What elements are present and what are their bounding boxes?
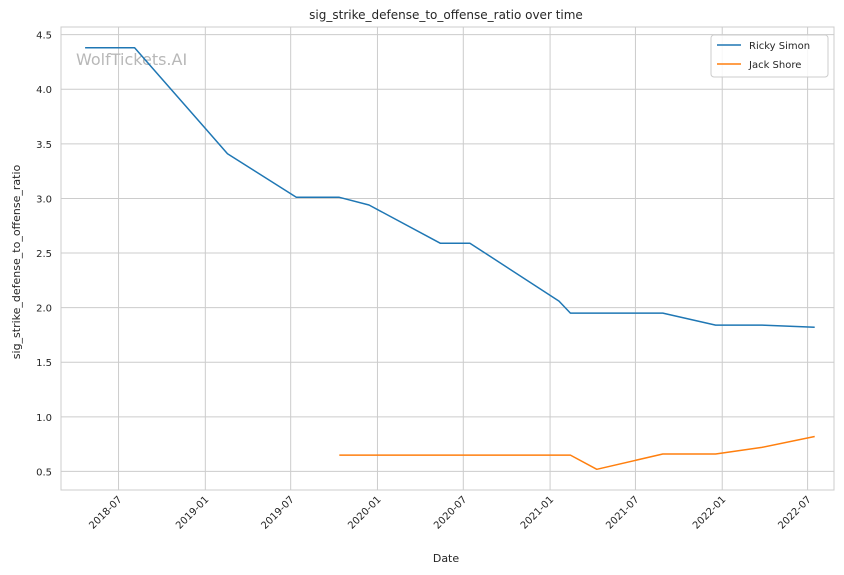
x-tick-label: 2021-01 <box>519 494 556 531</box>
watermark: WolfTickets.AI <box>76 50 187 69</box>
y-tick-label: 3.5 <box>36 140 52 151</box>
series-line-1 <box>339 435 815 471</box>
series-line-0 <box>85 46 815 329</box>
tick-labels: 0.5 1.0 1.5 2.0 2.5 3.0 3.5 4.0 4.5 2018-07 2019-0… <box>36 31 814 532</box>
y-tick-label: 0.5 <box>36 467 52 478</box>
x-axis-label: Date <box>433 552 460 565</box>
y-tick-label: 4.5 <box>36 31 52 42</box>
x-tick-label: 2022-01 <box>691 494 728 531</box>
y-tick-label: 1.0 <box>36 413 52 424</box>
y-tick-label: 2.0 <box>36 304 52 315</box>
x-tick-label: 2019-01 <box>174 494 211 531</box>
x-tick-label: 2020-01 <box>346 494 383 531</box>
chart-title: sig_strike_defense_to_offense_ratio over… <box>309 8 583 22</box>
plot-frame <box>60 26 835 491</box>
series-layer <box>85 46 815 471</box>
y-tick-label: 1.5 <box>36 358 52 369</box>
grid <box>61 27 834 490</box>
x-tick-label: 2020-07 <box>432 494 469 531</box>
x-tick-label: 2022-07 <box>776 494 813 531</box>
y-tick-label: 4.0 <box>36 85 52 96</box>
legend-label: Jack Shore <box>748 60 801 71</box>
y-axis-label: sig_strike_defense_to_offense_ratio <box>10 165 23 360</box>
x-tick-label: 2019-07 <box>259 494 296 531</box>
y-tick-label: 3.0 <box>36 194 52 205</box>
x-tick-label: 2018-07 <box>87 494 124 531</box>
legend: Ricky Simon Jack Shore <box>710 34 829 78</box>
legend-label: Ricky Simon <box>749 41 810 52</box>
y-tick-label: 2.5 <box>36 249 52 260</box>
x-tick-label: 2021-07 <box>604 494 641 531</box>
